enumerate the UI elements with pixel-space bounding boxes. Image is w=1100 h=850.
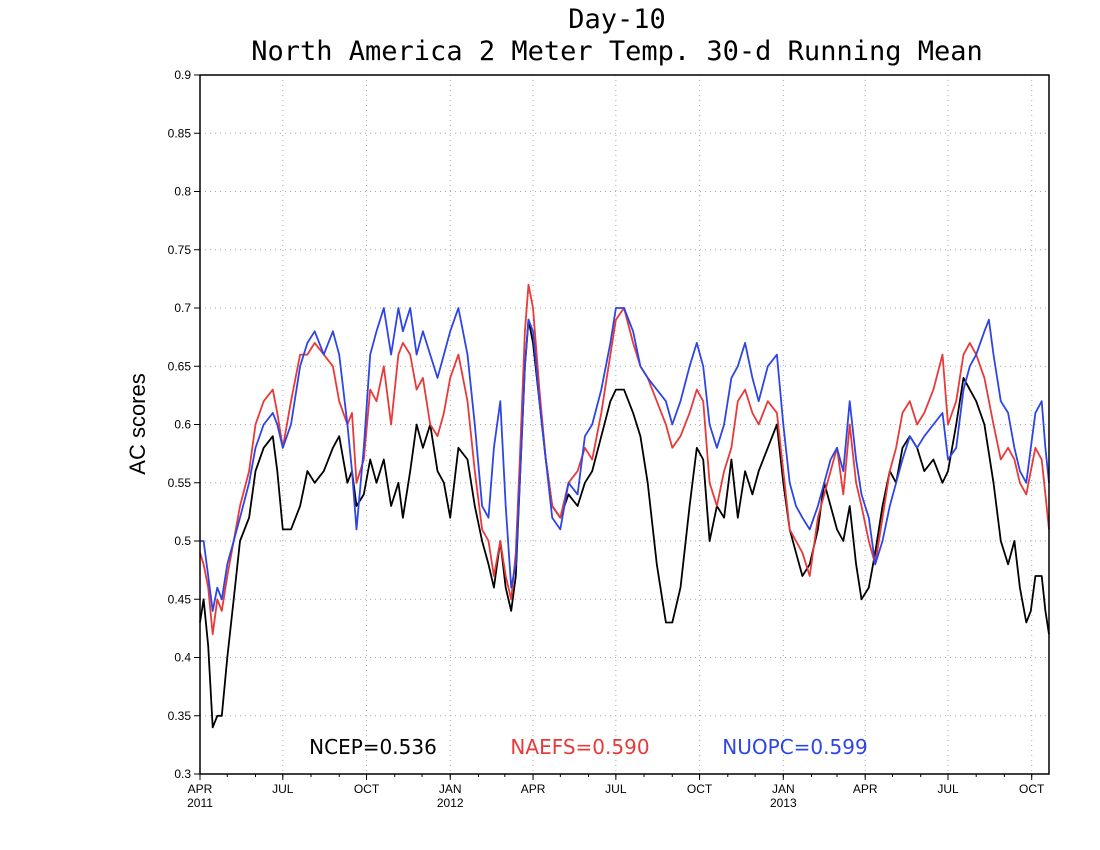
y-tick-label: 0.55	[168, 476, 192, 490]
y-tick-label: 0.5	[174, 534, 191, 548]
chart-subtitle: North America 2 Meter Temp. 30-d Running…	[251, 36, 983, 67]
x-tick-year-label: 2012	[437, 796, 464, 810]
x-tick-label: JUL	[937, 782, 959, 796]
y-tick-label: 0.45	[168, 592, 192, 606]
legend: NCEP=0.536 NAEFS=0.590 NUOPC=0.599	[309, 735, 868, 759]
legend-entry-naefs: NAEFS=0.590	[510, 735, 649, 759]
y-tick-label: 0.9	[174, 68, 191, 82]
x-tick-year-label: 2011	[187, 796, 213, 810]
chart-title: Day-10	[568, 4, 666, 35]
y-tick-label: 0.6	[174, 418, 191, 432]
x-tick-label: OCT	[1019, 782, 1045, 796]
y-tick-label: 0.35	[168, 709, 192, 723]
x-tick-label: JUL	[605, 782, 627, 796]
y-tick-label: 0.65	[168, 359, 192, 373]
x-tick-label: OCT	[354, 782, 380, 796]
series-lines	[199, 283, 1050, 729]
x-tick-label: JAN	[772, 782, 795, 796]
y-tick-label: 0.3	[174, 767, 191, 781]
y-tick-label: 0.8	[174, 185, 191, 199]
grid	[200, 75, 1049, 774]
series-line-ncep	[199, 318, 1050, 729]
y-tick-label: 0.4	[174, 651, 191, 665]
y-axis: 0.3 0.35 0.4 0.45 0.5 0.55 0.6 0.65 0.7 0.75 0.8 0.…	[168, 68, 200, 781]
x-tick-label: OCT	[687, 782, 713, 796]
legend-entry-ncep: NCEP=0.536	[309, 735, 437, 759]
x-tick-label: APR	[521, 782, 546, 796]
series-line-naefs	[199, 283, 1050, 636]
y-axis-label: AC scores	[125, 373, 150, 474]
legend-entry-nuopc: NUOPC=0.599	[722, 735, 867, 759]
y-tick-label: 0.85	[168, 126, 192, 140]
x-tick-year-label: 2013	[770, 796, 797, 810]
series-line-nuopc	[200, 307, 1050, 612]
plot-frame	[199, 74, 1050, 775]
x-tick-label: JUL	[272, 782, 294, 796]
x-tick-label: APR	[188, 782, 213, 796]
x-tick-label: APR	[853, 782, 878, 796]
x-tick-label: JAN	[439, 782, 462, 796]
y-tick-label: 0.7	[174, 301, 191, 315]
y-tick-label: 0.75	[168, 243, 192, 257]
